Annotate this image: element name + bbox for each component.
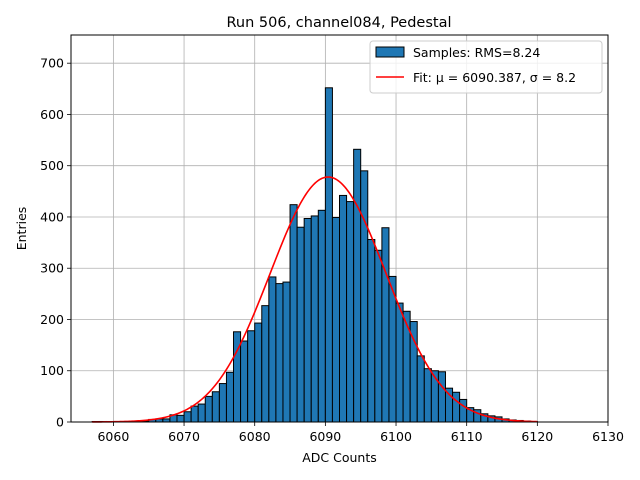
histogram-bar xyxy=(268,276,277,423)
y-axis-label: Entries xyxy=(14,207,29,251)
histogram-bar xyxy=(459,398,468,423)
histogram-bar xyxy=(204,395,213,423)
x-tick-label: 6080 xyxy=(239,429,271,444)
histogram-bar xyxy=(261,305,270,423)
y-tick-label: 700 xyxy=(40,56,64,71)
histogram-bar xyxy=(360,170,369,423)
histogram-bar xyxy=(339,194,348,423)
y-tick-label: 100 xyxy=(40,363,64,378)
y-axis-ticks: 0 100 200 300 400 500 600 700 xyxy=(40,56,71,430)
y-tick-label: 400 xyxy=(40,209,64,224)
histogram-bar xyxy=(211,391,220,423)
y-tick-label: 600 xyxy=(40,107,64,122)
legend: Samples: RMS=8.24 Fit: μ = 6090.387, σ =… xyxy=(369,40,603,94)
histogram-bar xyxy=(452,391,461,423)
x-tick-label: 6070 xyxy=(168,429,200,444)
histogram-bar xyxy=(423,368,432,423)
legend-box xyxy=(369,40,603,94)
fit-curve xyxy=(92,176,538,423)
x-tick-label: 6120 xyxy=(521,429,553,444)
histogram-bar xyxy=(282,281,291,423)
y-tick-label: 0 xyxy=(56,415,64,430)
legend-histogram-swatch xyxy=(375,46,405,58)
x-tick-label: 6060 xyxy=(97,429,129,444)
legend-fit-label: Fit: μ = 6090.387, σ = 8.2 xyxy=(413,70,576,85)
histogram-bar xyxy=(437,371,446,423)
histogram-bar xyxy=(331,216,340,423)
histogram-bar xyxy=(275,283,284,423)
histogram-bar xyxy=(324,87,333,423)
histogram-bar xyxy=(240,340,249,423)
legend-histogram-label: Samples: RMS=8.24 xyxy=(413,45,540,60)
histogram-bar xyxy=(409,321,418,423)
y-tick-label: 300 xyxy=(40,261,64,276)
histogram-bar xyxy=(388,275,397,423)
histogram-bar xyxy=(296,226,305,423)
x-tick-label: 6110 xyxy=(451,429,483,444)
x-tick-label: 6100 xyxy=(380,429,412,444)
histogram-bar xyxy=(254,322,263,423)
x-tick-label: 6090 xyxy=(309,429,341,444)
histogram-bar xyxy=(197,403,206,423)
histogram-bar xyxy=(303,218,312,423)
x-tick-label: 6130 xyxy=(592,429,624,444)
histogram-bar xyxy=(176,414,185,423)
histogram-bar xyxy=(416,355,425,423)
histogram-bar xyxy=(218,383,227,423)
histogram-bar xyxy=(183,411,192,423)
x-axis-label: ADC Counts xyxy=(302,450,377,465)
histogram-bar xyxy=(353,148,362,423)
plot-frame xyxy=(70,34,609,423)
histogram-bar xyxy=(374,249,383,423)
histogram-bar xyxy=(225,371,235,423)
y-tick-label: 200 xyxy=(40,312,64,327)
x-axis-ticks: 6060 6070 6080 6090 6100 6110 6120 6130 xyxy=(97,422,624,444)
histogram-bar xyxy=(317,209,326,423)
histogram-bars xyxy=(91,87,538,423)
histogram-bar xyxy=(310,215,319,423)
histogram-bar xyxy=(395,302,404,423)
chart-title: Run 506, channel084, Pedestal xyxy=(226,15,451,31)
histogram-bar xyxy=(381,227,390,423)
histogram-bar xyxy=(289,204,298,423)
y-tick-label: 500 xyxy=(40,158,64,173)
histogram-bar xyxy=(367,239,376,423)
histogram-bar xyxy=(346,201,355,423)
histogram-bar xyxy=(190,405,199,423)
histogram-bar xyxy=(247,330,256,423)
